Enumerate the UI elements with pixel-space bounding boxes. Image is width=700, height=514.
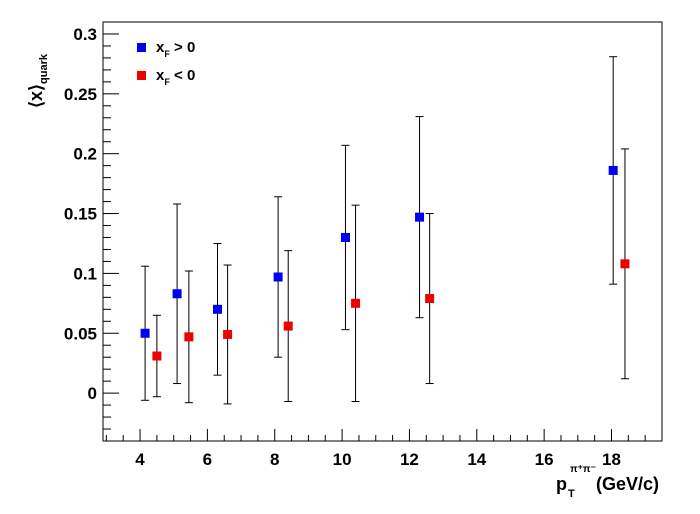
data-point-xf-positive	[415, 212, 425, 222]
y-tick-label: 0.2	[73, 145, 97, 164]
legend-marker-xf-positive	[137, 43, 146, 52]
svg-text:⟨x⟩quark: ⟨x⟩quark	[26, 53, 50, 108]
legend-entry-xf-negative: xF < 0	[137, 67, 195, 87]
x-axis-title-unit: (GeV/c)	[596, 474, 659, 494]
data-point-xf-positive	[273, 272, 283, 282]
data-point-xf-positive	[340, 232, 350, 242]
data-point-xf-positive	[212, 304, 222, 314]
data-points	[140, 165, 630, 361]
legend-label-xf-negative-sub: F	[164, 77, 170, 87]
data-point-xf-negative	[351, 298, 361, 308]
data-point-xf-positive	[140, 328, 150, 338]
x-tick-label: 16	[535, 450, 554, 469]
data-point-xf-negative	[283, 321, 293, 331]
x-tick-label: 4	[135, 450, 145, 469]
y-tick-label: 0.25	[64, 85, 97, 104]
y-axis-title-sub: quark	[38, 53, 50, 84]
x-axis-title-main: p	[556, 474, 567, 494]
legend-label-xf-negative-rest: < 0	[170, 67, 195, 84]
x-axis: 4 6 8 10 12 14 16 18	[105, 429, 663, 469]
x-tick-label: 14	[467, 450, 486, 469]
legend-label-xf-negative-main: x	[156, 67, 165, 84]
legend-entry-xf-positive: xF > 0	[137, 39, 195, 59]
x-tick-label: 12	[400, 450, 419, 469]
data-point-xf-negative	[223, 329, 233, 339]
data-point-xf-negative	[152, 351, 162, 361]
data-point-xf-positive	[608, 165, 618, 175]
y-axis: 0 0.05 0.1 0.15 0.2 0.25 0.3	[64, 21, 119, 442]
x-axis-title-sub: T	[568, 488, 575, 500]
x-axis-title: p T π⁺π⁻ (GeV/c)	[556, 464, 659, 500]
y-tick-label: 0	[88, 384, 97, 403]
y-tick-label: 0.15	[64, 205, 97, 224]
error-bars	[141, 56, 629, 405]
data-point-xf-negative	[620, 259, 630, 269]
y-axis-title-main: ⟨x⟩	[26, 84, 46, 108]
x-tick-label: 8	[270, 450, 279, 469]
x-tick-label: 6	[203, 450, 212, 469]
data-point-xf-positive	[172, 289, 182, 299]
y-tick-label: 0.1	[73, 264, 97, 283]
x-axis-title-sup: π⁺π⁻	[570, 464, 596, 475]
plot-frame	[102, 21, 663, 442]
legend-marker-xf-negative	[137, 71, 146, 80]
data-point-xf-negative	[184, 332, 194, 342]
legend-label-xf-positive-sub: F	[164, 49, 170, 59]
legend: xF > 0 xF < 0	[137, 39, 195, 87]
y-tick-label: 0.3	[73, 25, 97, 44]
x-tick-label: 18	[602, 450, 621, 469]
y-axis-title: ⟨x⟩quark	[26, 53, 50, 108]
legend-label-xf-positive-rest: > 0	[170, 39, 195, 56]
svg-text:xF < 0: xF < 0	[156, 67, 195, 87]
svg-text:xF > 0: xF > 0	[156, 39, 195, 59]
x-tick-label: 10	[333, 450, 352, 469]
data-point-xf-negative	[425, 294, 435, 304]
y-tick-label: 0.05	[64, 324, 97, 343]
legend-label-xf-positive-main: x	[156, 39, 165, 56]
